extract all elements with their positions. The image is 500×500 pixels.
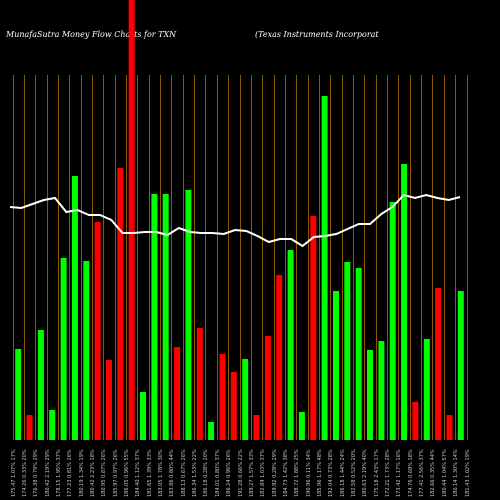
money-flow-bar xyxy=(287,250,294,440)
money-flow-bar xyxy=(457,291,464,440)
x-tick-label: 180.42 2.19% 29% xyxy=(45,449,51,497)
x-tick-label: 182.58 0.52% 20% xyxy=(351,449,357,497)
money-flow-bar xyxy=(208,422,215,440)
money-flow-bar xyxy=(117,168,124,440)
grid-lines xyxy=(13,75,468,440)
money-flow-bar xyxy=(106,360,112,440)
x-tick-label: 182.84 1.03% 37% xyxy=(260,449,266,497)
money-flow-bar xyxy=(423,339,430,440)
chart-title: MunafaSutra Money Flow Charts for TXN xyxy=(6,30,177,39)
x-tick-label: 180.19 1.34% 19% xyxy=(79,449,85,497)
x-tick-label: 180.95 0.87% 26% xyxy=(101,449,107,497)
x-tick-label: 178.15 1.95% 37% xyxy=(56,449,62,497)
x-tick-label: 181.43 1.02% 19% xyxy=(465,449,471,497)
x-tick-label: 184.01 0.80% 37% xyxy=(215,449,221,497)
x-tick-label: 180.44 1.04% 57% xyxy=(442,449,448,497)
x-tick-label: 191.28 0.66% 22% xyxy=(238,449,244,497)
x-tick-label: 174.76 0.69% 18% xyxy=(408,449,414,497)
x-tick-label: 175.18 2.43% 17% xyxy=(374,449,380,497)
money-flow-bar xyxy=(60,258,67,440)
money-flow-bar xyxy=(94,222,101,440)
money-flow-bar xyxy=(174,347,181,440)
money-flow-bar xyxy=(389,202,396,440)
money-flow-bar xyxy=(37,330,44,440)
x-tick-label: 174.26 0.33% 20% xyxy=(22,449,28,497)
x-tick-label: 186.18 1.44% 24% xyxy=(340,449,346,497)
money-flow-bar xyxy=(162,194,169,440)
x-tick-label: 186.24 0.96% 26% xyxy=(226,449,232,497)
x-tick-label: 173.42 1.17% 16% xyxy=(396,449,402,497)
money-flow-bar xyxy=(128,0,135,440)
money-flow-bar xyxy=(15,349,22,440)
money-flow-bar xyxy=(140,392,146,440)
price-line xyxy=(9,193,461,248)
x-tick-labels: 175.47 1.07% 17% 174.26 0.33% 20% 176.38 0… xyxy=(11,449,471,497)
money-flow-bar xyxy=(435,288,442,440)
x-tick-label: 182.66 0.35% 44% xyxy=(430,449,436,497)
x-tick-label: 177.23 0.81% 26% xyxy=(67,449,73,497)
money-flow-bar xyxy=(298,412,305,440)
x-tick-label: 185.96 1.17% 48% xyxy=(317,449,323,497)
x-tick-label: 176.38 0.79% 29% xyxy=(33,449,39,497)
x-tick-label: 186.18 0.28% 20% xyxy=(203,449,209,497)
x-tick-label: 177.41 2.56% 37% xyxy=(419,449,425,497)
price-line-group xyxy=(9,193,461,248)
x-tick-label: 184.73 1.42% 38% xyxy=(283,449,289,497)
x-tick-label: 188.72 1.88% 25% xyxy=(294,449,300,497)
x-tick-label: 186.05 0.96% 55% xyxy=(124,449,130,497)
x-tick-label: 172.21 1.73% 28% xyxy=(385,449,391,497)
money-flow-bar xyxy=(242,359,249,440)
money-flow-bar xyxy=(49,410,56,440)
money-flow-bar xyxy=(185,190,192,440)
x-tick-label: 189.92 0.28% 29% xyxy=(272,449,278,497)
x-tick-label: 192.04 0.73% 28% xyxy=(328,449,334,497)
money-flow-bar xyxy=(219,354,226,440)
money-flow-bar xyxy=(321,96,328,440)
money-flow-bar xyxy=(196,328,203,440)
bars xyxy=(15,0,464,440)
money-flow-bar xyxy=(83,261,90,440)
x-tick-label: 183.05 1.78% 30% xyxy=(158,449,164,497)
x-tick-label: 180.14 1.30% 14% xyxy=(453,449,459,497)
money-flow-bar xyxy=(333,291,339,440)
money-flow-bar xyxy=(151,194,158,440)
money-flow-bar xyxy=(230,372,237,440)
x-tick-label: 184.40 1.12% 37% xyxy=(135,449,141,497)
money-flow-bar xyxy=(446,415,453,440)
x-tick-label: 188.13 0.67% 26% xyxy=(181,449,187,497)
money-flow-bar xyxy=(26,415,33,440)
x-tick-label: 185.97 0.97% 26% xyxy=(113,449,119,497)
money-flow-bar xyxy=(378,341,385,440)
money-flow-bar xyxy=(344,262,351,440)
money-flow-bar xyxy=(71,176,78,440)
money-flow-bar xyxy=(276,275,283,440)
x-tick-label: 186.34 1.53% 22% xyxy=(192,449,198,497)
money-flow-bar xyxy=(401,164,408,440)
x-tick-label: 181.65 1.39% 33% xyxy=(147,449,153,497)
x-tick-label: 175.47 1.07% 17% xyxy=(11,449,17,497)
money-flow-bar xyxy=(310,216,317,440)
money-flow-bar xyxy=(253,415,260,440)
x-tick-label: 190.96 0.11% 34% xyxy=(306,449,312,497)
money-flow-bar xyxy=(412,402,419,440)
x-tick-label: 180.42 2.23% 18% xyxy=(90,449,96,497)
money-flow-bar xyxy=(264,336,271,440)
x-tick-label: 183.86 0.80% 44% xyxy=(169,449,175,497)
chart-subtitle: (Texas Instruments Incorporat xyxy=(255,30,379,39)
money-flow-bar xyxy=(367,350,373,440)
x-tick-label: 189.27 1.57% 33% xyxy=(249,449,255,497)
money-flow-bar xyxy=(355,268,362,440)
x-tick-label: 180.63 2.19% 40% xyxy=(362,449,368,497)
